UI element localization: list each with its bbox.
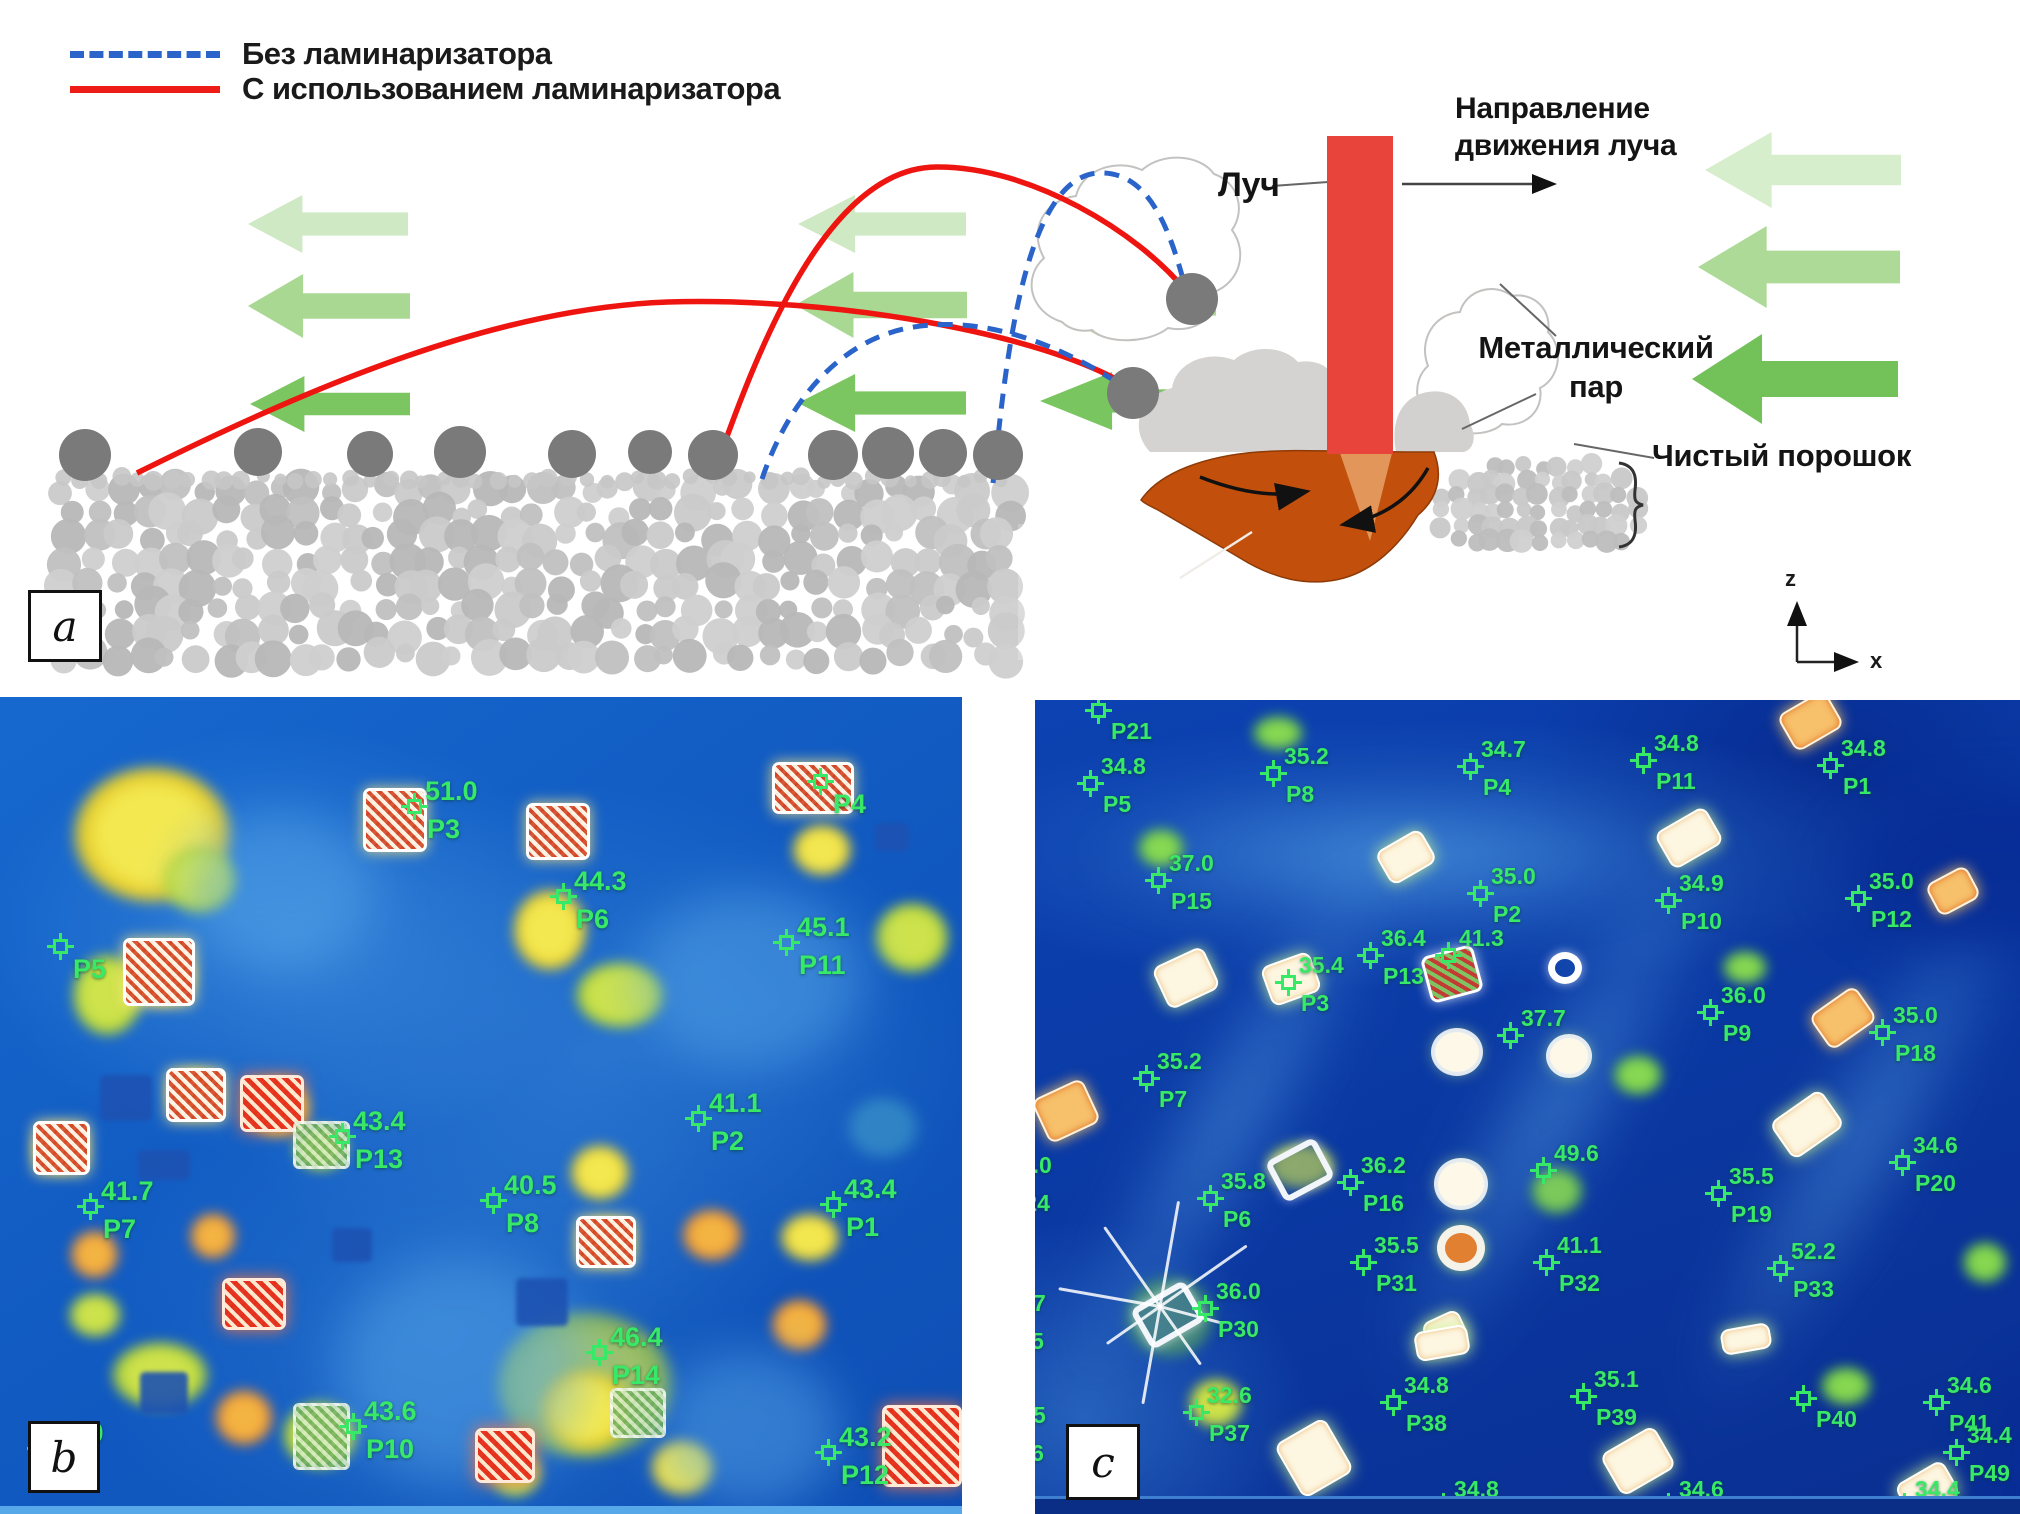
sample-chip xyxy=(610,1388,666,1438)
melt-line2: Ванная xyxy=(1032,576,1134,607)
panel-a-letter: a xyxy=(28,590,102,662)
sample-chip xyxy=(1550,1038,1588,1074)
beam-direction-line2: движения луча xyxy=(1455,129,1677,162)
sample-chip xyxy=(475,1428,535,1483)
image-edge-strip xyxy=(1035,1496,2020,1514)
trajectory-no-laminarizer xyxy=(759,322,1126,480)
cold-square xyxy=(140,1372,188,1414)
keyhole-funnel xyxy=(1340,453,1392,541)
legend-item-no-laminarizer: Без ламинаризатора xyxy=(70,36,552,72)
beam-direction-line1: Направление xyxy=(1455,92,1650,125)
panel-c-letter: c xyxy=(1066,1424,1140,1500)
thermal-image-c: P21 34.8 P5 35.2 P8 34.7 P4 34.8 P11 34.8 P1 37.0 P1… xyxy=(1035,700,2020,1514)
image-edge-strip xyxy=(0,1506,962,1514)
sample-chip xyxy=(222,1278,286,1330)
cold-square xyxy=(516,1278,568,1326)
sample-chip xyxy=(1548,952,1582,984)
spatter-particles xyxy=(59,273,1218,481)
melt-line1: Объем xyxy=(1032,532,1128,563)
clean-powder-label: Чистый порошок xyxy=(1652,438,1912,473)
metal-vapor-clouds xyxy=(1030,156,1559,452)
melt-flow-arrow xyxy=(1199,475,1311,511)
powder-bed xyxy=(43,467,1030,679)
trajectory-no-laminarizer xyxy=(990,170,1189,484)
sample-chip xyxy=(293,1403,350,1470)
sample-chip xyxy=(1437,1225,1485,1271)
sample-chip xyxy=(293,1121,350,1169)
sample-chip xyxy=(166,1068,226,1122)
melt-flow-arrow xyxy=(1339,467,1430,533)
thermal-image-b: 51.0 P3 44.3 P6 45.1 P11 P4 43.4 P13 41.7 P7 41.1 P2… xyxy=(0,697,962,1514)
beam-direction-label: Направление движения луча xyxy=(1455,90,1735,164)
cold-square xyxy=(875,823,909,851)
cold-square xyxy=(332,1228,372,1262)
spatter-trajectories xyxy=(135,164,1189,484)
sample-chip xyxy=(363,788,427,852)
cold-square xyxy=(138,1150,190,1180)
metal-vapor-line1: Металлический xyxy=(1478,330,1714,365)
thermal-background xyxy=(1035,700,2020,1514)
trajectory-with-laminarizer xyxy=(709,164,1189,480)
panel-b-letter: b xyxy=(28,1421,100,1493)
legend-item-with-laminarizer: С использованием ламинаризатора xyxy=(70,71,781,107)
sample-chip xyxy=(882,1405,962,1487)
sample-chip xyxy=(772,762,854,814)
sample-chip xyxy=(576,1216,636,1268)
melt-pool-pointer-line xyxy=(1179,530,1253,580)
metal-vapor-line2: пар xyxy=(1568,369,1623,404)
laser-beam xyxy=(1327,136,1393,454)
legend-label: Без ламинаризатора xyxy=(242,36,552,71)
melt-line3: Расплава xyxy=(1032,620,1165,651)
axis-z-label: z xyxy=(1785,566,1796,591)
process-diagram-panel: Без ламинаризатора С использованием лами… xyxy=(0,0,2020,697)
metal-vapor-label: Металлический пар xyxy=(1468,328,1724,406)
clean-powder-pile xyxy=(1429,453,1649,553)
sample-chip xyxy=(1438,1162,1484,1206)
diagram-graphics xyxy=(43,156,1859,679)
coordinate-axes xyxy=(1787,601,1859,672)
trajectory-with-laminarizer xyxy=(135,298,1130,476)
melt-pool xyxy=(1140,449,1440,583)
sample-chip xyxy=(240,1075,304,1132)
beam-label: Луч xyxy=(1218,166,1280,204)
sample-chip xyxy=(33,1121,90,1175)
melt-pool-volume-label: Объем Ванная Расплава xyxy=(1018,524,1172,660)
cold-square xyxy=(100,1075,152,1121)
sample-chip xyxy=(1435,1032,1479,1072)
powder-brace xyxy=(1618,461,1644,549)
sample-chip xyxy=(123,938,195,1006)
annotation-lines xyxy=(1271,181,1655,459)
legend-label: С использованием ламинаризатора xyxy=(242,71,781,106)
sample-chip xyxy=(526,803,590,860)
axis-x-label: x xyxy=(1870,648,1883,673)
dashed-line-sample xyxy=(70,50,220,58)
solid-line-sample xyxy=(70,85,220,93)
